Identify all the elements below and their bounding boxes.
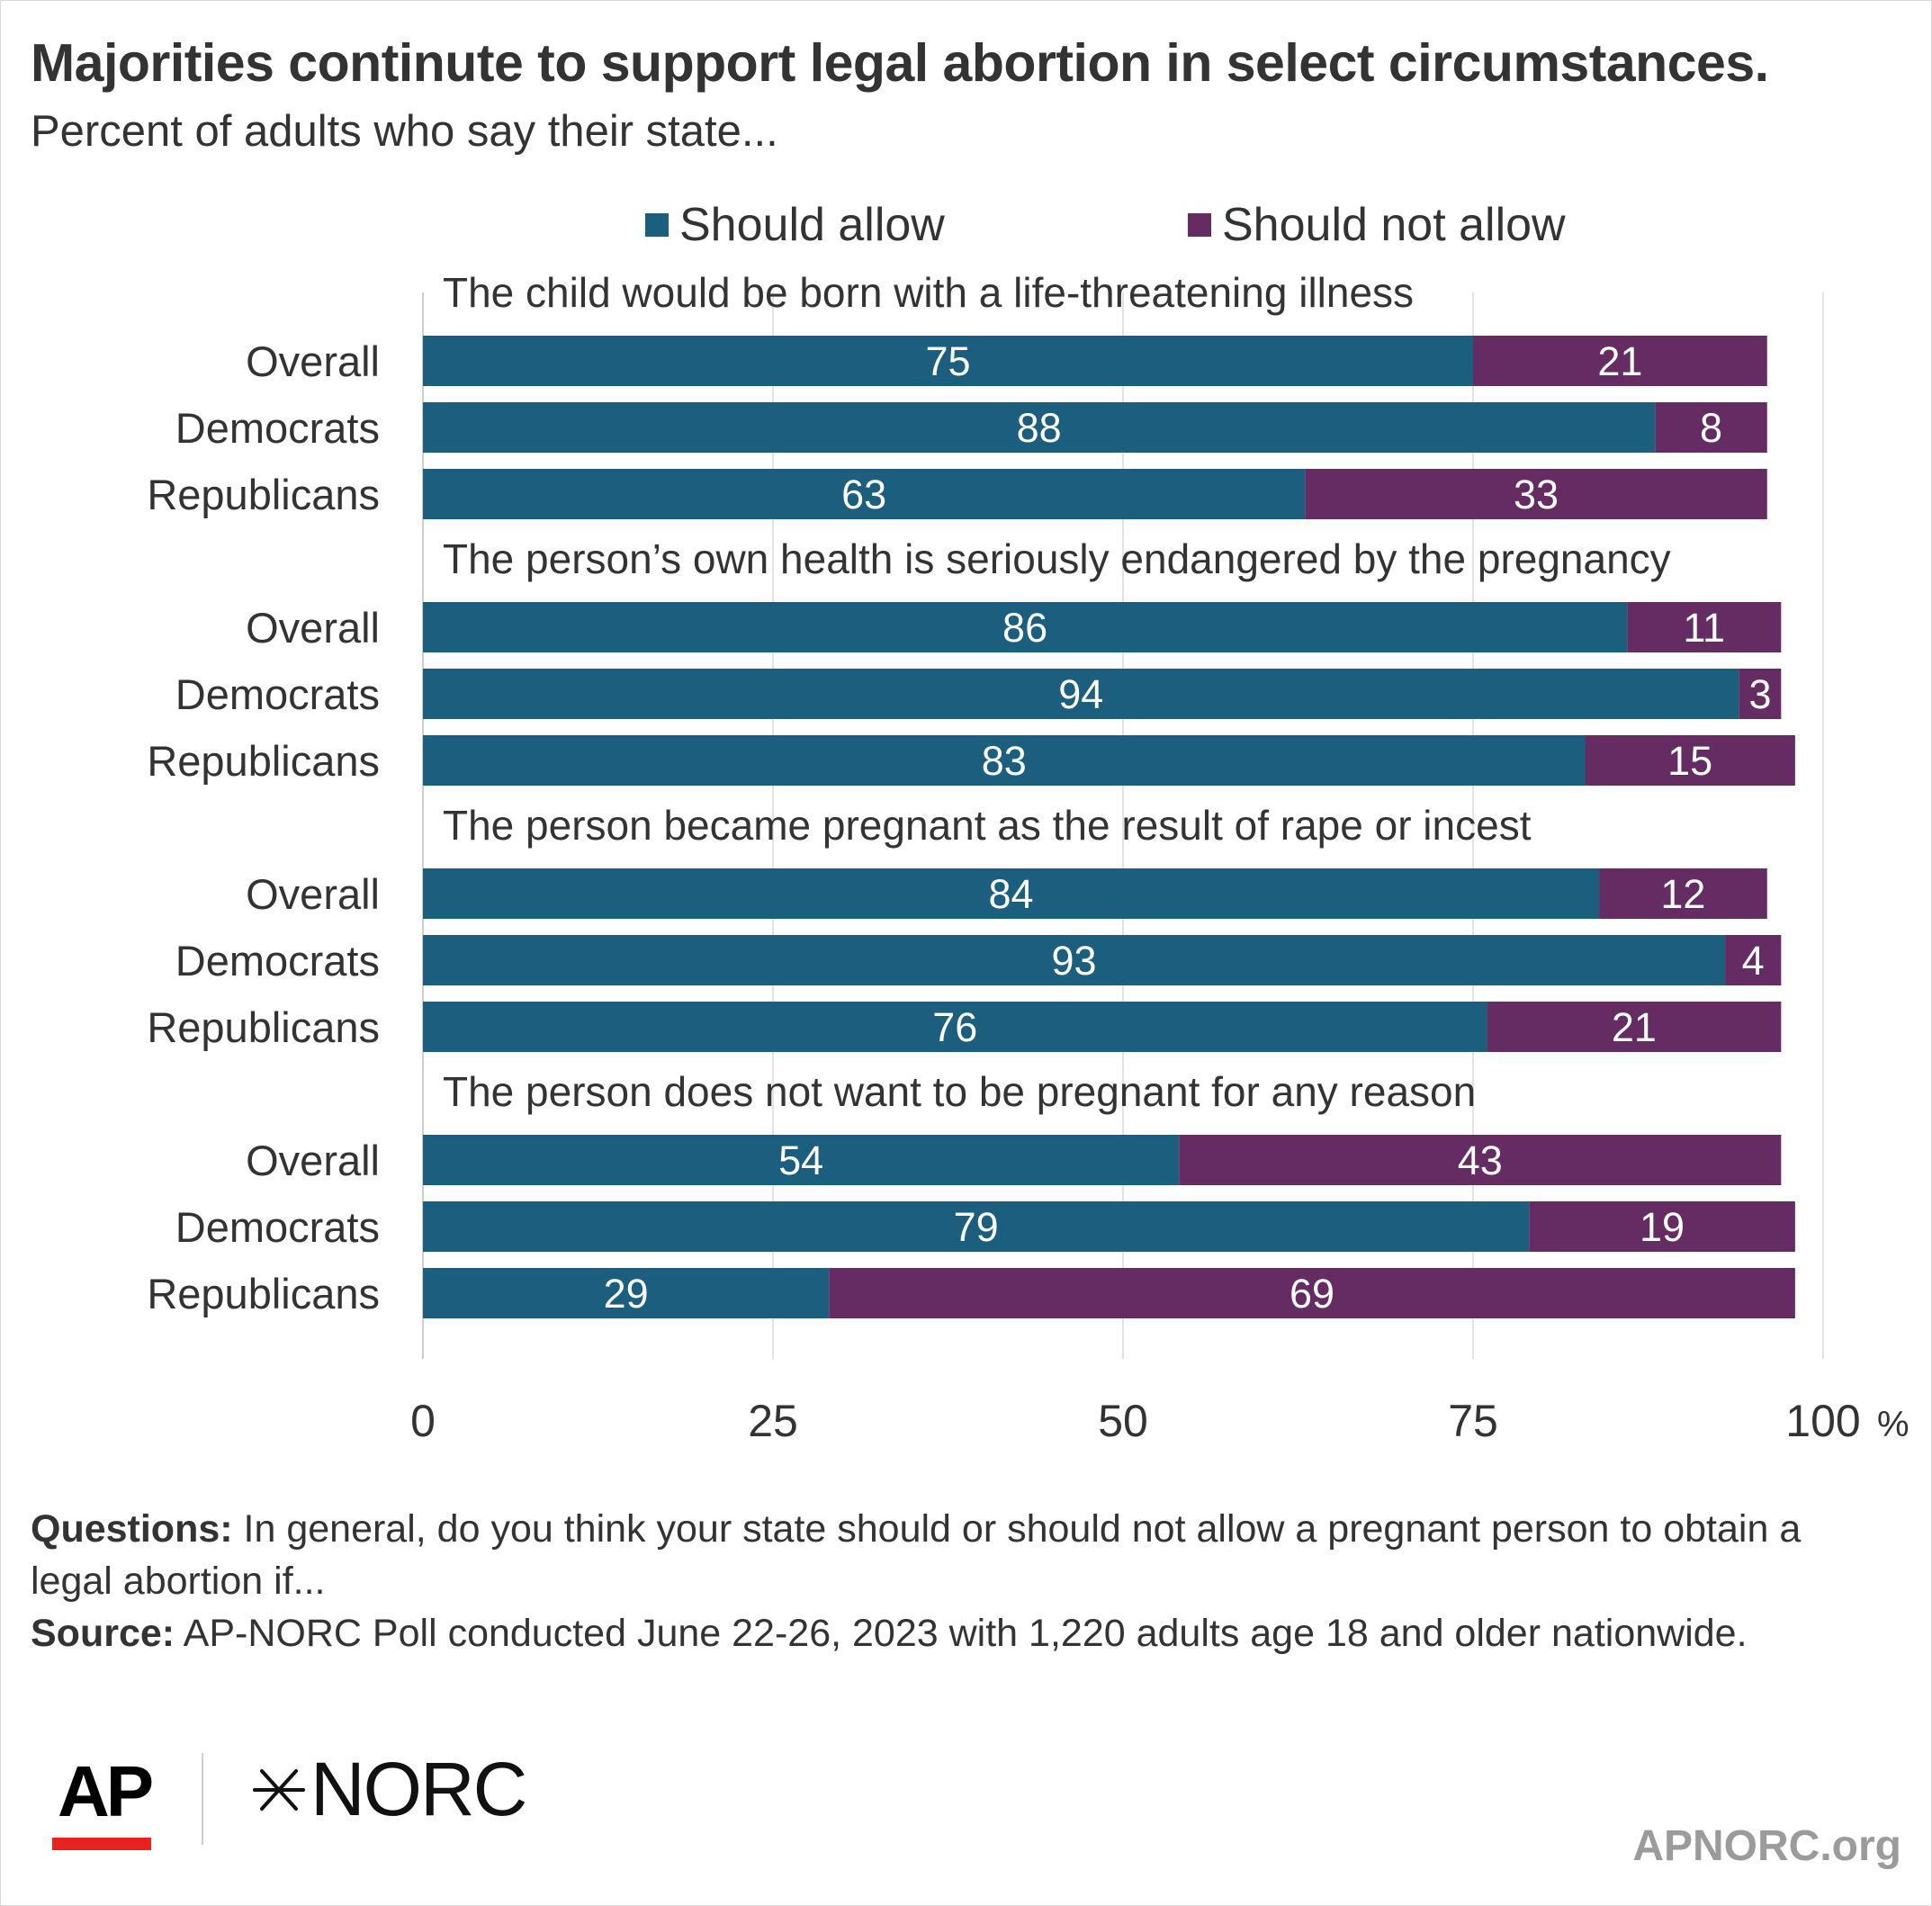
norc-logo-text: NORC [310, 1747, 527, 1831]
data-label-should-allow: 75 [925, 338, 970, 384]
row-label: Democrats [175, 937, 380, 984]
x-tick-label: 100 [1785, 1396, 1860, 1446]
data-label-should-not-allow: 3 [1748, 671, 1771, 717]
group-title: The person’s own health is seriously end… [443, 535, 1671, 582]
row-label: Overall [246, 1137, 380, 1184]
x-tick-label: 75 [1448, 1396, 1498, 1446]
data-label-should-allow: 79 [954, 1204, 999, 1250]
site-url: APNORC.org [1632, 1822, 1901, 1870]
bar-should-not-allow [1627, 602, 1782, 652]
data-label-should-allow: 86 [1002, 605, 1047, 651]
chart-subtitle: Percent of adults who say their state... [31, 107, 778, 156]
data-label-should-allow: 54 [778, 1137, 823, 1183]
questions-label: Questions: [31, 1507, 233, 1551]
row-label: Democrats [175, 404, 380, 452]
bar-should-allow [423, 1268, 830, 1318]
ap-logo-underline [52, 1838, 151, 1850]
questions-text: In general, do you think your state shou… [31, 1507, 1802, 1603]
bar-should-allow [423, 868, 1600, 919]
x-axis-unit: % [1877, 1405, 1910, 1444]
bar-should-allow [423, 1201, 1530, 1252]
data-label-should-not-allow: 43 [1458, 1137, 1503, 1183]
group-title: The child would be born with a life-thre… [443, 269, 1414, 316]
bar-should-not-allow [1473, 336, 1767, 386]
bar-should-allow [423, 935, 1726, 985]
norc-star-icon [253, 1768, 305, 1811]
source-text: AP-NORC Poll conducted June 22-26, 2023 … [175, 1612, 1748, 1655]
data-label-should-not-allow: 11 [1683, 605, 1725, 651]
row-label: Overall [246, 870, 380, 918]
source-note: Source: AP-NORC Poll conducted June 22-2… [31, 1607, 1875, 1659]
data-label-should-not-allow: 8 [1700, 405, 1722, 451]
bar-should-allow [423, 336, 1473, 386]
bar-should-not-allow [1739, 669, 1782, 719]
data-label-should-not-allow: 33 [1514, 472, 1559, 517]
bar-should-not-allow [1655, 402, 1767, 453]
data-label-should-allow: 93 [1052, 938, 1097, 984]
chart-title: Majorities continute to support legal ab… [31, 33, 1769, 93]
legend-swatch-should-allow [645, 213, 669, 237]
stacked-bar-chart: The child would be born with a life-thre… [147, 269, 1910, 1446]
data-label-should-not-allow: 69 [1289, 1271, 1334, 1317]
legend-item-should-not-allow: Should not allow [1188, 199, 1566, 251]
legend-label-should-allow: Should allow [679, 199, 945, 251]
x-tick-label: 25 [748, 1396, 798, 1446]
data-label-should-allow: 84 [988, 871, 1033, 917]
data-label-should-allow: 29 [604, 1271, 649, 1317]
bar-should-not-allow [829, 1268, 1795, 1318]
bar-should-allow [423, 1135, 1180, 1185]
bar-should-not-allow [1725, 935, 1782, 985]
bar-should-allow [423, 735, 1586, 786]
data-label-should-allow: 76 [932, 1004, 977, 1050]
group-title: The person does not want to be pregnant … [443, 1068, 1476, 1115]
bar-should-allow [423, 402, 1656, 453]
bar-should-not-allow [1529, 1201, 1795, 1252]
legend-item-should-allow: Should allow [645, 199, 945, 251]
bar-should-allow [423, 1002, 1487, 1052]
bar-should-allow [423, 602, 1628, 652]
bar-should-not-allow [1487, 1002, 1782, 1052]
row-label: Republicans [147, 737, 380, 785]
row-label: Republicans [147, 1270, 380, 1317]
data-label-should-not-allow: 19 [1640, 1204, 1685, 1250]
logo-divider [202, 1753, 203, 1845]
data-label-should-not-allow: 21 [1597, 338, 1642, 384]
bar-should-allow [423, 669, 1739, 719]
legend-label-should-not-allow: Should not allow [1222, 199, 1566, 251]
data-label-should-allow: 94 [1058, 671, 1103, 717]
bar-should-not-allow [1585, 735, 1795, 786]
source-label: Source: [31, 1612, 175, 1655]
x-tick-label: 0 [410, 1396, 436, 1446]
bar-should-allow [423, 469, 1306, 519]
x-tick-label: 50 [1098, 1396, 1148, 1446]
data-label-should-not-allow: 12 [1660, 871, 1705, 917]
data-label-should-not-allow: 15 [1667, 738, 1712, 784]
data-label-should-allow: 88 [1017, 405, 1062, 451]
questions-note: Questions: In general, do you think your… [31, 1503, 1875, 1607]
data-label-should-allow: 63 [841, 472, 886, 517]
row-label: Overall [246, 604, 380, 652]
row-label: Democrats [175, 670, 380, 718]
ap-logo: AP [58, 1751, 154, 1831]
data-label-should-allow: 83 [982, 738, 1027, 784]
row-label: Republicans [147, 471, 380, 518]
norc-logo: NORC [247, 1746, 527, 1833]
data-label-should-not-allow: 4 [1742, 938, 1765, 984]
legend-swatch-should-not-allow [1188, 213, 1211, 237]
row-label: Overall [246, 337, 380, 385]
bar-should-not-allow [1599, 868, 1767, 919]
row-label: Democrats [175, 1203, 380, 1251]
bar-should-not-allow [1179, 1135, 1782, 1185]
bar-should-not-allow [1305, 469, 1767, 519]
row-label: Republicans [147, 1003, 380, 1051]
data-label-should-not-allow: 21 [1612, 1004, 1657, 1050]
group-title: The person became pregnant as the result… [443, 802, 1532, 849]
